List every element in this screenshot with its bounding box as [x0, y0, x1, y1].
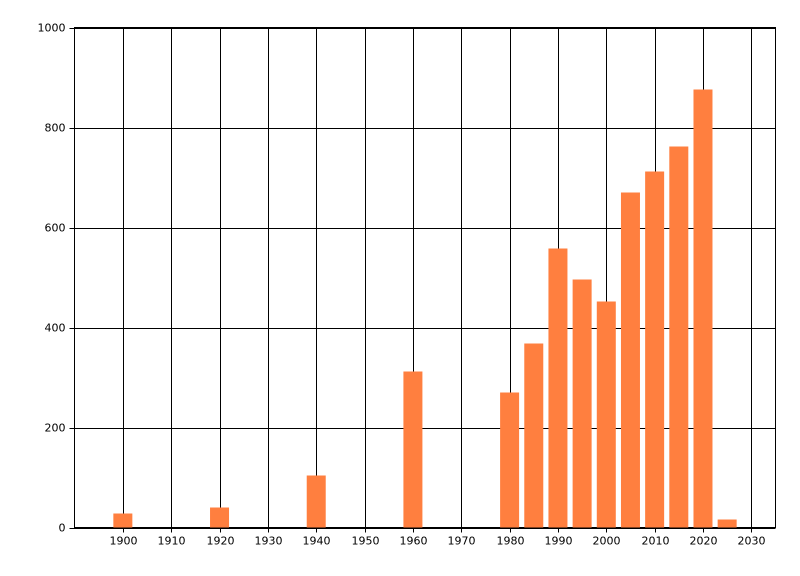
bar — [403, 371, 423, 528]
x-tick-label: 1990 — [545, 535, 573, 548]
x-tick-label: 2030 — [738, 535, 766, 548]
x-tick-label: 1960 — [400, 535, 428, 548]
x-tick-label: 1950 — [352, 535, 380, 548]
plot-frame — [74, 27, 776, 528]
bar — [306, 475, 326, 528]
y-tick-label: 800 — [45, 122, 66, 135]
y-tick-label: 1000 — [38, 22, 66, 35]
x-tick-label: 1980 — [497, 535, 525, 548]
bar — [210, 507, 230, 528]
x-tick-label: 1940 — [303, 535, 331, 548]
bar — [572, 279, 592, 528]
bar — [113, 513, 133, 528]
x-tick-label: 1910 — [158, 535, 186, 548]
bar — [548, 248, 568, 528]
y-tick-label: 600 — [45, 222, 66, 235]
y-tick-label: 0 — [59, 522, 66, 535]
bar — [500, 392, 520, 528]
x-tick-label: 1970 — [448, 535, 476, 548]
x-tick-label: 1930 — [255, 535, 283, 548]
bar — [645, 171, 665, 528]
x-tick-label: 2020 — [690, 535, 718, 548]
bar — [717, 519, 737, 528]
x-tick-label: 2010 — [642, 535, 670, 548]
bar — [693, 89, 713, 528]
x-tick-label: 1920 — [207, 535, 235, 548]
bar — [524, 343, 544, 528]
y-tick-label: 200 — [45, 422, 66, 435]
x-tick-label: 2000 — [593, 535, 621, 548]
bar — [596, 301, 616, 528]
bar — [620, 192, 640, 528]
y-tick-label: 400 — [45, 322, 66, 335]
x-tick-label: 1900 — [110, 535, 138, 548]
bar — [669, 146, 689, 528]
